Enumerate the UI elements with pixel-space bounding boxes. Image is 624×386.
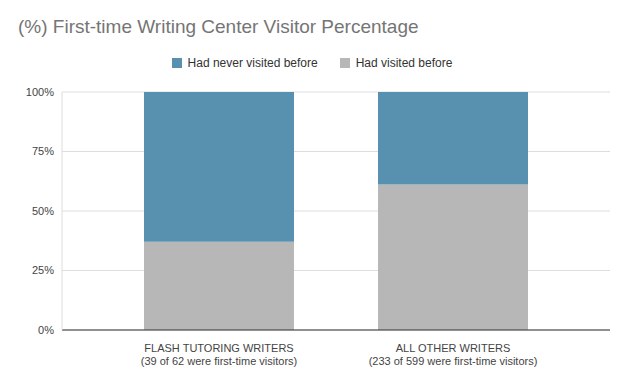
html-text:(%) First-time Writing Center: (%) First-time Writing Center Visitor Pe… <box>18 16 419 37</box>
svg-text:50%: 50% <box>32 205 54 217</box>
html-text:Had never visited before: Had never visited before <box>187 56 318 70</box>
svg-text:75%: 75% <box>32 145 54 157</box>
svg-text:25%: 25% <box>32 264 54 276</box>
html-text:Had visited before: Had visited before <box>355 56 453 70</box>
svg-text:FLASH TUTORING WRITERS(39 of 6: FLASH TUTORING WRITERS(39 of 62 were fir… <box>141 342 297 367</box>
svg-text:ALL OTHER WRITERS(233 of 599 w: ALL OTHER WRITERS(233 of 599 were first-… <box>369 342 538 367</box>
svg-text:0%: 0% <box>38 324 54 336</box>
svg-text:100%: 100% <box>26 86 54 98</box>
